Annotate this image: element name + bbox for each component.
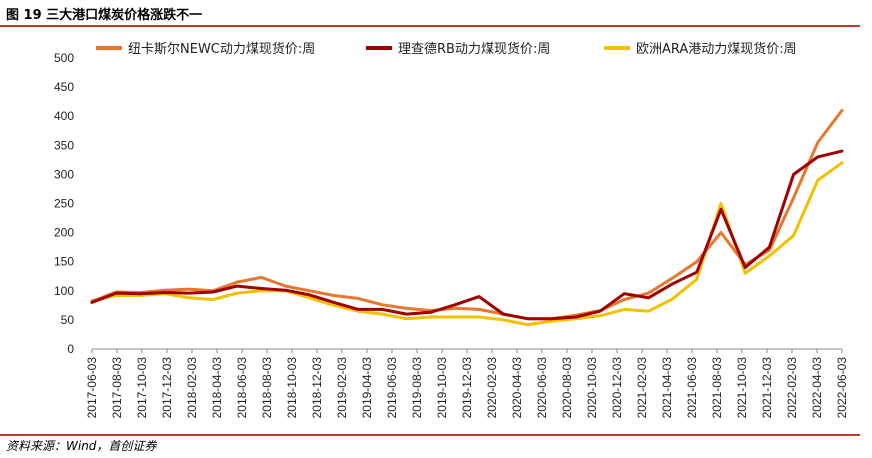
x-tick-label: 2021-08-03 (710, 357, 724, 419)
x-tick-label: 2020-08-03 (560, 357, 574, 419)
x-tick-label: 2018-04-03 (210, 357, 224, 419)
x-tick-label: 2021-10-03 (735, 357, 749, 419)
y-tick-label: 150 (54, 255, 74, 269)
y-tick-label: 400 (54, 109, 74, 123)
x-tick-label: 2018-06-03 (235, 357, 249, 419)
line-chart: 0 50 100 150 200 250 300 350 400 450 500 2017-06-03… (54, 41, 849, 418)
series-line-rb (90, 149, 844, 321)
x-tick-label: 2020-02-03 (485, 357, 499, 419)
x-tick-label: 2019-08-03 (410, 357, 424, 419)
y-tick-label: 450 (54, 80, 74, 94)
x-tick-label: 2021-04-03 (660, 357, 674, 419)
y-tick-label: 350 (54, 138, 74, 152)
x-tick-label: 2022-06-03 (835, 357, 849, 419)
y-tick-label: 500 (54, 51, 74, 65)
legend-label-ara: 欧洲ARA港动力煤现货价:周 (636, 41, 797, 57)
x-tick-label: 2021-06-03 (685, 357, 699, 419)
figure-title: 图 19 三大港口煤炭价格涨跌不一 (6, 8, 203, 23)
x-tick-label: 2018-02-03 (185, 357, 199, 419)
legend-label-rb: 理查德RB动力煤现货价:周 (398, 41, 550, 57)
x-tick-label: 2021-12-03 (760, 357, 774, 419)
x-tick-label: 2019-12-03 (460, 357, 474, 419)
source-note: 资料来源：Wind，首创证券 (6, 439, 157, 453)
y-tick-label: 300 (54, 167, 74, 181)
x-tick-label: 2020-12-03 (610, 357, 624, 419)
axis-layer: 0 50 100 150 200 250 300 350 400 450 500 2017-06-03… (54, 51, 849, 418)
y-tick-label: 200 (54, 226, 74, 240)
source-rule (0, 434, 860, 436)
legend: 纽卡斯尔NEWC动力煤现货价:周 理查德RB动力煤现货价:周 欧洲ARA港动力煤现货… (96, 41, 797, 57)
x-tick-label: 2021-02-03 (635, 357, 649, 419)
y-tick-label: 250 (54, 197, 74, 211)
x-tick-label: 2017-10-03 (135, 357, 149, 419)
x-tick-label: 2019-06-03 (385, 357, 399, 419)
x-tick-label: 2020-06-03 (535, 357, 549, 419)
x-tick-label: 2018-12-03 (310, 357, 324, 419)
x-tick-label: 2020-10-03 (585, 357, 599, 419)
title-rule (0, 25, 860, 27)
x-tick-label: 2017-06-03 (85, 357, 99, 419)
x-tick-label: 2019-04-03 (360, 357, 374, 419)
x-tick-label: 2018-10-03 (285, 357, 299, 419)
y-tick-label: 100 (54, 284, 74, 298)
y-tick-label: 0 (67, 342, 74, 356)
series-line-newc (90, 108, 844, 321)
x-tick-label: 2022-04-03 (810, 357, 824, 419)
x-tick-label: 2018-08-03 (260, 357, 274, 419)
x-tick-label: 2022-02-03 (785, 357, 799, 419)
x-tick-label: 2020-04-03 (510, 357, 524, 419)
series-layer (90, 108, 844, 327)
x-tick-label: 2019-02-03 (335, 357, 349, 419)
x-tick-label: 2017-08-03 (110, 357, 124, 419)
x-tick-label: 2017-12-03 (160, 357, 174, 419)
x-tick-label: 2019-10-03 (435, 357, 449, 419)
legend-label-newc: 纽卡斯尔NEWC动力煤现货价:周 (128, 41, 315, 57)
y-tick-label: 50 (61, 313, 75, 327)
